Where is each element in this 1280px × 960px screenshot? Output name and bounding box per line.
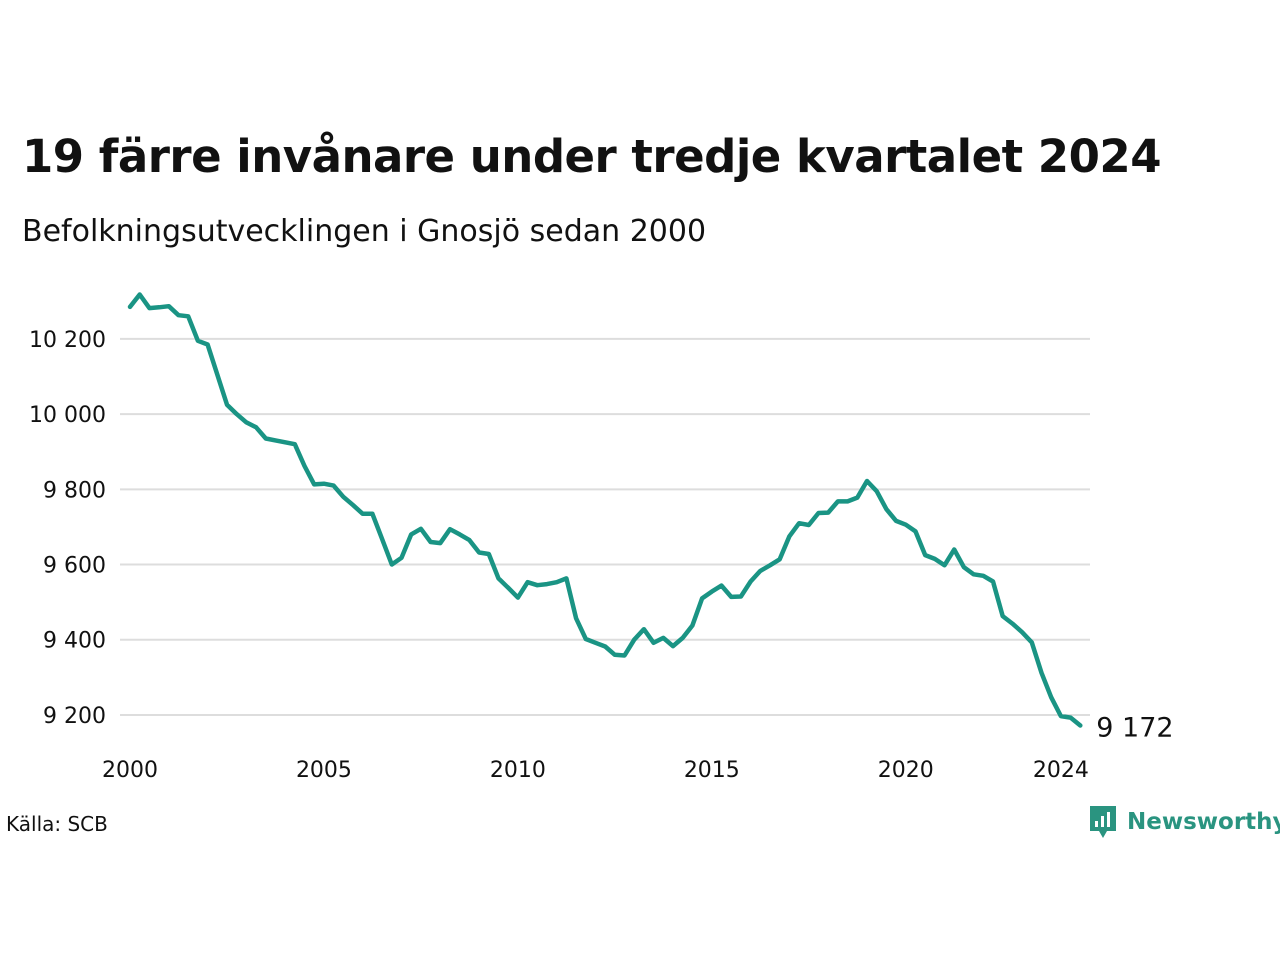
x-tick-label: 2024 [1033,758,1089,783]
gridlines [120,337,1090,716]
chart-subtitle: Befolkningsutvecklingen i Gnosjö sedan 2… [22,214,707,249]
y-tick-label: 9 200 [43,704,106,729]
y-axis-ticks: 9 200 9 400 9 600 9 800 10 000 10 200 [29,328,106,729]
y-tick-label: 10 000 [29,403,106,428]
chart-title: 19 färre invånare under tredje kvartalet… [22,130,1162,183]
x-axis-ticks: 2000 2005 2010 2015 2020 2024 [102,758,1089,783]
population-line [127,292,1083,728]
x-tick-label: 2020 [878,758,934,783]
y-tick-label: 9 400 [43,629,106,654]
x-tick-label: 2010 [490,758,546,783]
end-value-label: 9 172 [1096,712,1173,743]
x-tick-label: 2000 [102,758,158,783]
y-tick-label: 9 800 [43,478,106,503]
newsworthy-logo-icon [1090,806,1116,838]
brand-name: Newsworthy [1127,809,1280,835]
y-tick-label: 10 200 [29,328,106,353]
y-tick-label: 9 600 [43,554,106,579]
x-tick-label: 2015 [684,758,740,783]
newsworthy-logo: Newsworthy [1088,804,1280,840]
source-note: Källa: SCB [6,812,108,836]
x-tick-label: 2005 [296,758,352,783]
